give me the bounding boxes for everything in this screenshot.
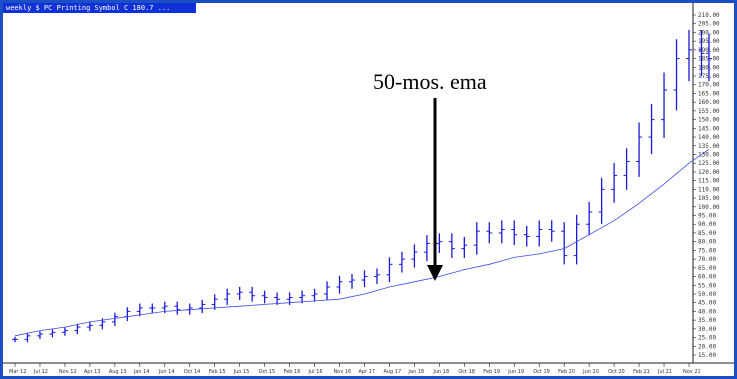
y-tick-label: 170.00: [698, 82, 720, 89]
y-tick-label: 115.00: [698, 178, 720, 185]
y-tick-label: 90.00: [698, 221, 716, 228]
x-tick-label: Apr 17: [358, 369, 375, 375]
y-tick-label: 75.00: [698, 247, 716, 254]
x-tick-label: Oct 19: [533, 369, 550, 375]
x-tick-label: Feb 21: [633, 369, 650, 375]
chart-title-bar: weekly $ PC Printing Symbol C 180.7 ...: [3, 3, 196, 13]
x-tick-label: Feb 20: [558, 369, 575, 375]
y-tick-label: 50.00: [698, 291, 716, 298]
x-tick-label: Oct 14: [184, 369, 201, 375]
y-tick-label: 210.00: [698, 12, 720, 19]
y-tick-label: 155.00: [698, 108, 720, 115]
y-tick-label: 85.00: [698, 230, 716, 237]
y-tick-label: 20.00: [698, 343, 716, 350]
y-tick-label: 95.00: [698, 213, 716, 220]
y-tick-label: 105.00: [698, 195, 720, 202]
x-tick-label: Oct 18: [458, 369, 475, 375]
y-tick-label: 145.00: [698, 125, 720, 132]
y-tick-label: 60.00: [698, 274, 716, 281]
x-tick-label: Feb 19: [483, 369, 500, 375]
y-tick-label: 100.00: [698, 204, 720, 211]
y-tick-label: 205.00: [698, 21, 720, 28]
y-tick-label: 160.00: [698, 99, 720, 106]
annotation-text: 50-mos. ema: [373, 69, 487, 94]
x-tick-label: Nov 16: [334, 369, 352, 375]
x-tick-label: Jun 14: [158, 369, 175, 375]
x-tick-label: Aug 13: [109, 369, 127, 375]
y-tick-label: 55.00: [698, 282, 716, 289]
y-tick-label: 120.00: [698, 169, 720, 176]
y-tick-label: 135.00: [698, 143, 720, 150]
ema-line: [14, 148, 710, 337]
x-tick-label: Nov 12: [59, 369, 77, 375]
annotation-arrow-head: [427, 265, 443, 281]
y-tick-label: 80.00: [698, 239, 716, 246]
x-tick-label: Oct 20: [608, 369, 625, 375]
y-tick-label: 40.00: [698, 308, 716, 315]
y-tick-label: 165.00: [698, 90, 720, 97]
y-tick-label: 25.00: [698, 335, 716, 342]
y-tick-label: 35.00: [698, 317, 716, 324]
x-tick-label: Feb 15: [209, 369, 226, 375]
x-tick-label: Jul 12: [33, 369, 48, 375]
x-tick-label: Jul 21: [657, 369, 672, 375]
x-tick-label: Jun 18: [432, 369, 449, 375]
chart-canvas: 210.00205.00200.00195.00190.00185.00180.…: [3, 3, 734, 375]
x-tick-label: Apr 13: [84, 369, 101, 375]
x-tick-label: Oct 15: [259, 369, 276, 375]
y-tick-label: 45.00: [698, 300, 716, 307]
y-tick-label: 150.00: [698, 117, 720, 124]
x-tick-label: Jul 16: [308, 369, 323, 375]
y-tick-label: 130.00: [698, 151, 720, 158]
x-tick-label: Jun 19: [507, 369, 524, 375]
x-tick-label: Nov 21: [683, 369, 701, 375]
y-tick-label: 140.00: [698, 134, 720, 141]
y-tick-label: 65.00: [698, 265, 716, 272]
x-tick-label: Aug 17: [383, 369, 401, 375]
y-tick-label: 30.00: [698, 326, 716, 333]
x-tick-label: Jan 14: [133, 369, 150, 375]
x-tick-label: Jan 18: [407, 369, 424, 375]
x-tick-label: Jun 15: [233, 369, 250, 375]
y-tick-label: 15.00: [698, 352, 716, 359]
y-tick-label: 110.00: [698, 186, 720, 193]
x-tick-label: Feb 16: [284, 369, 301, 375]
x-tick-label: Jun 20: [582, 369, 599, 375]
x-tick-label: Mar 12: [9, 369, 26, 375]
y-tick-label: 125.00: [698, 160, 720, 167]
y-tick-label: 70.00: [698, 256, 716, 263]
y-tick-label: 200.00: [698, 29, 720, 36]
